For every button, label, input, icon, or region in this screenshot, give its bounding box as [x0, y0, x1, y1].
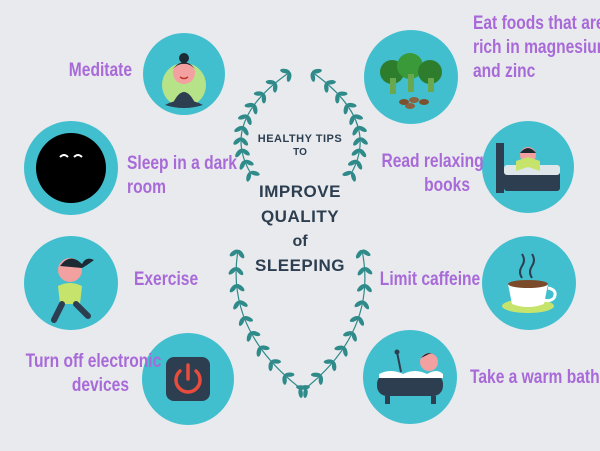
tip-foods: Eat foods that are rich in magnesium and… — [473, 13, 600, 82]
title-healthy-tips: HEALTHY TIPS — [257, 133, 343, 145]
title-improve: IMPROVE — [259, 182, 341, 201]
title-sleeping: SLEEPING — [255, 256, 345, 275]
tip-caffeine: Limit caffeine — [379, 269, 481, 290]
tip-books: Read relaxing books — [381, 151, 484, 196]
power-button-icon — [142, 333, 234, 425]
tip-electronics: Turn off electronic devices — [25, 351, 162, 396]
broccoli-icon — [364, 30, 458, 124]
meditation-icon — [143, 33, 225, 115]
coffee-cup-icon — [482, 236, 576, 330]
bathtub-icon — [363, 330, 457, 424]
title-to: TO — [293, 147, 307, 158]
tip-dark-room: Sleep in a dark room — [127, 153, 237, 198]
tip-exercise: Exercise — [134, 269, 199, 290]
reading-in-bed-icon — [482, 121, 574, 213]
dark-room-icon — [24, 121, 118, 215]
title-quality: QUALITY — [260, 207, 340, 226]
tip-meditate: Meditate — [68, 60, 132, 81]
runner-icon — [24, 236, 118, 330]
title-of: of — [292, 233, 308, 250]
tip-bath: Take a warm bath — [470, 367, 600, 388]
